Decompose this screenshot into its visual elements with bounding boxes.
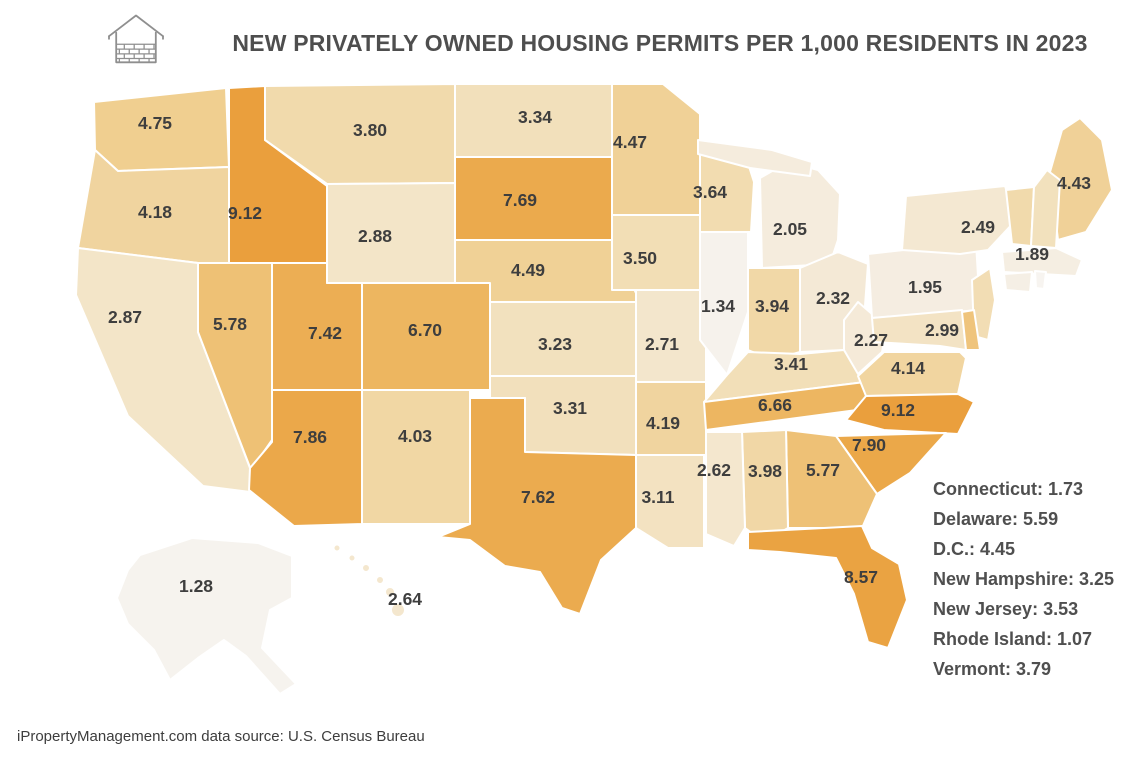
state-new-york bbox=[901, 185, 1017, 255]
house-brick-icon bbox=[108, 14, 164, 64]
states-layer bbox=[75, 83, 1113, 695]
state-hawaii-island bbox=[385, 587, 395, 597]
state-rhode-island bbox=[1034, 270, 1047, 290]
state-value-label-wyoming: 2.88 bbox=[358, 226, 392, 246]
state-value-label-new-york: 2.49 bbox=[961, 217, 995, 237]
state-value-label-oregon: 4.18 bbox=[138, 202, 172, 222]
legend-item-delaware: Delaware: 5.59 bbox=[933, 509, 1059, 529]
legend-item-vermont: Vermont: 3.79 bbox=[933, 659, 1052, 679]
legend-item-connecticut: Connecticut: 1.73 bbox=[933, 479, 1084, 499]
state-value-label-pennsylvania: 1.95 bbox=[908, 277, 942, 297]
state-value-label-tennessee: 6.66 bbox=[758, 395, 792, 415]
state-value-labels-layer: 4.75 4.18 2.87 9.12 5.78 7.42 7.86 3.80 2.88 6.70… bbox=[108, 107, 1091, 609]
state-value-label-massachusetts: 1.89 bbox=[1015, 244, 1049, 264]
page-title: NEW PRIVATELY OWNED HOUSING PERMITS PER … bbox=[232, 30, 1088, 56]
state-value-label-louisiana: 3.11 bbox=[641, 487, 674, 507]
legend-item-d-c: D.C.: 4.45 bbox=[933, 539, 1016, 559]
state-value-label-oklahoma: 3.31 bbox=[553, 398, 587, 418]
state-hawaii-island bbox=[333, 544, 341, 552]
legend: Connecticut: 1.73 Delaware: 5.59 D.C.: 4.4… bbox=[933, 474, 1114, 684]
state-value-label-indiana: 3.94 bbox=[755, 296, 789, 316]
state-value-label-michigan: 2.05 bbox=[773, 219, 807, 239]
state-value-label-missouri: 2.71 bbox=[645, 334, 679, 354]
state-value-label-north-carolina: 9.12 bbox=[881, 400, 915, 420]
state-michigan-part-2 bbox=[697, 139, 813, 177]
state-value-label-utah: 7.42 bbox=[308, 323, 342, 343]
state-vermont bbox=[1005, 186, 1035, 247]
state-value-label-kansas: 3.23 bbox=[538, 334, 572, 354]
state-hawaii-island bbox=[376, 576, 384, 584]
state-value-label-maryland: 2.99 bbox=[925, 320, 959, 340]
state-value-label-south-carolina: 7.90 bbox=[852, 435, 886, 455]
state-value-label-new-mexico: 4.03 bbox=[398, 426, 432, 446]
state-texas bbox=[437, 397, 637, 615]
state-value-label-wisconsin: 3.64 bbox=[693, 182, 727, 202]
state-value-label-south-dakota: 7.69 bbox=[503, 190, 537, 210]
state-value-label-minnesota: 4.47 bbox=[613, 132, 647, 152]
state-value-label-ohio: 2.32 bbox=[816, 288, 850, 308]
state-new-hampshire bbox=[1030, 169, 1061, 249]
state-hawaii-island bbox=[348, 554, 356, 562]
state-value-label-mississippi: 2.62 bbox=[697, 460, 731, 480]
state-alabama bbox=[741, 429, 789, 543]
state-value-label-hawaii: 2.64 bbox=[388, 589, 422, 609]
state-value-label-west-virginia: 2.27 bbox=[854, 330, 888, 350]
state-value-label-georgia: 5.77 bbox=[806, 460, 840, 480]
state-value-label-arkansas: 4.19 bbox=[646, 413, 680, 433]
state-value-label-idaho: 9.12 bbox=[228, 203, 262, 223]
state-value-label-maine: 4.43 bbox=[1057, 173, 1091, 193]
state-florida bbox=[747, 525, 908, 649]
state-value-label-alaska: 1.28 bbox=[179, 576, 213, 596]
state-value-label-virginia: 4.14 bbox=[891, 358, 925, 378]
state-value-label-iowa: 3.50 bbox=[623, 248, 657, 268]
state-north-carolina bbox=[845, 393, 975, 435]
state-louisiana bbox=[635, 454, 705, 549]
state-hawaii-island bbox=[362, 564, 370, 572]
state-value-label-kentucky: 3.41 bbox=[774, 354, 808, 374]
state-illinois bbox=[699, 231, 749, 376]
legend-item-new-jersey: New Jersey: 3.53 bbox=[933, 599, 1079, 619]
state-value-label-florida: 8.57 bbox=[844, 567, 878, 587]
state-alaska bbox=[116, 537, 297, 695]
state-hawaii-island bbox=[391, 603, 405, 617]
state-value-label-illinois: 1.34 bbox=[701, 296, 735, 316]
state-value-label-arizona: 7.86 bbox=[293, 427, 327, 447]
state-value-label-nevada: 5.78 bbox=[213, 314, 247, 334]
legend-item-new-hampshire: New Hampshire: 3.25 bbox=[933, 569, 1115, 589]
state-connecticut bbox=[1003, 271, 1033, 293]
state-value-label-nebraska: 4.49 bbox=[511, 260, 545, 280]
state-value-label-alabama: 3.98 bbox=[748, 461, 782, 481]
state-new-mexico bbox=[361, 389, 471, 525]
state-maine bbox=[1049, 117, 1113, 241]
state-maryland bbox=[871, 309, 967, 351]
state-massachusetts bbox=[1001, 247, 1083, 277]
state-value-label-north-dakota: 3.34 bbox=[518, 107, 552, 127]
state-michigan bbox=[759, 161, 841, 269]
state-value-label-colorado: 6.70 bbox=[408, 320, 442, 340]
legend-item-rhode-island: Rhode Island: 1.07 bbox=[933, 629, 1093, 649]
state-value-label-texas: 7.62 bbox=[521, 487, 555, 507]
state-value-label-montana: 3.80 bbox=[353, 120, 387, 140]
footer-credit: iPropertyManagement.com data source: U.S… bbox=[17, 728, 425, 745]
state-mississippi bbox=[705, 431, 746, 547]
state-value-label-washington: 4.75 bbox=[138, 113, 172, 133]
state-delaware bbox=[961, 309, 981, 351]
state-value-label-california: 2.87 bbox=[108, 307, 142, 327]
